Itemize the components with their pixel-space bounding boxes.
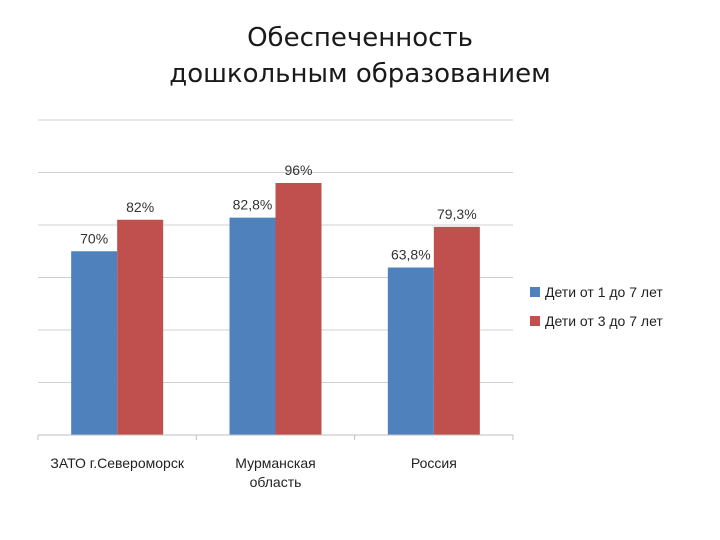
data-labels: 70% 82% 82,8% 96% 63,8% 79,3% (80, 162, 477, 263)
bar (275, 183, 322, 435)
x-tick-label: ЗАТО г.Североморск (50, 455, 184, 471)
chart-title: Обеспеченность дошкольным образованием (0, 20, 720, 92)
bar (117, 219, 164, 435)
bar (387, 267, 434, 435)
data-label: 79,3% (437, 206, 477, 222)
bar (71, 251, 118, 435)
chart-title-line-1: Обеспеченность (247, 23, 473, 53)
data-label: 63,8% (391, 247, 431, 263)
x-tick-label: Россия (411, 455, 457, 471)
data-label: 96% (284, 162, 312, 178)
x-axis: ЗАТО г.Североморск Мурманская область Росси… (37, 434, 514, 490)
data-label: 82% (126, 199, 154, 215)
legend-label: Дети от 3 до 7 лет (545, 313, 663, 329)
legend-label: Дети от 1 до 7 лет (545, 284, 663, 300)
x-tick-label: Мурманская (235, 455, 315, 471)
legend-swatch (530, 316, 540, 326)
x-tick-label: область (250, 474, 302, 490)
legend-swatch (530, 287, 540, 297)
data-label: 70% (80, 230, 108, 246)
bars (71, 183, 480, 435)
chart-title-line-2: дошкольным образованием (169, 59, 551, 89)
bar (433, 226, 480, 435)
data-label: 82,8% (233, 197, 273, 213)
legend: Дети от 1 до 7 лет Дети от 3 до 7 лет (530, 284, 663, 329)
bar (229, 217, 276, 435)
